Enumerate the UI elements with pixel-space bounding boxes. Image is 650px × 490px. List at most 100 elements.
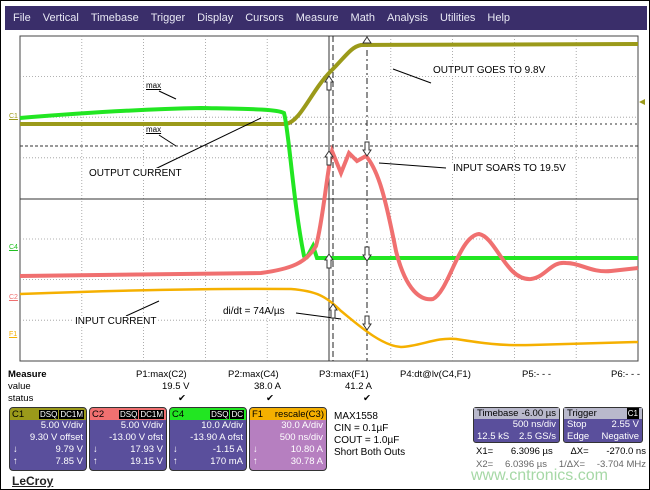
- c4-down-value: -1.15 A: [212, 444, 243, 455]
- menu-help[interactable]: Help: [487, 12, 511, 24]
- trigger-panel[interactable]: Trigger C1 Stop 2.55 V Edge Negative: [563, 407, 643, 443]
- menu-file[interactable]: File: [13, 12, 31, 24]
- c2-down-value: 17.93 V: [130, 444, 163, 455]
- tag-dsq: DSQ: [118, 409, 139, 419]
- param-p6-name[interactable]: P6:- - -: [611, 369, 641, 380]
- max-label-c2: max: [146, 125, 162, 134]
- param-p1-status: ✔: [178, 393, 186, 404]
- menu-utilities[interactable]: Utilities: [439, 12, 476, 24]
- value-label: value: [8, 381, 31, 392]
- cursor-down-arrow-icon: [362, 141, 372, 157]
- trigger-slope: Negative: [601, 431, 640, 442]
- cursor-up-arrow-icon: [324, 253, 334, 269]
- channel-marker-c4[interactable]: C4: [9, 244, 18, 251]
- up-arrow-icon: ↑: [13, 456, 18, 467]
- tag-coupling: DC1M: [59, 409, 84, 419]
- measure-table: Measure P1:max(C2) P2:max(C4) P3:max(F1)…: [8, 369, 648, 405]
- c1-vdiv: 5.00 V/div: [40, 420, 83, 431]
- annotation-leader-output: [392, 68, 432, 84]
- c4-offset: -13.90 A ofst: [190, 432, 243, 443]
- channel-c4-id: C4: [172, 408, 185, 420]
- menu-math[interactable]: Math: [350, 12, 375, 24]
- annotation-output-current: OUTPUT CURRENT: [87, 168, 184, 179]
- cursor-up-arrow-icon: [324, 75, 334, 91]
- max-label-c1: max: [146, 81, 162, 90]
- dx-label: ΔX=: [570, 446, 589, 457]
- trace-c1-output-voltage: [20, 42, 639, 126]
- channel-marker-f1[interactable]: F1: [9, 331, 18, 338]
- up-arrow-icon: ↑: [173, 456, 178, 467]
- annotation-input-current: INPUT CURRENT: [73, 316, 159, 327]
- annotation-leader-output-current: [150, 117, 262, 172]
- param-p2-status: ✔: [266, 393, 274, 404]
- x1-value: 6.3096 µs: [510, 446, 553, 457]
- channel-c4-panel[interactable]: C4 DSQ DC 10.0 A/div -13.90 A ofst ↓ -1.15 …: [169, 407, 247, 471]
- f1-function: rescale(C3): [274, 408, 324, 420]
- lecroy-logo: LeCroy: [12, 474, 54, 488]
- param-p2-name[interactable]: P2:max(C4): [228, 369, 279, 380]
- trigger-level-arrow-icon[interactable]: [639, 99, 645, 105]
- trace-c2-input-voltage: [19, 144, 639, 302]
- menu-timebase[interactable]: Timebase: [90, 12, 139, 24]
- menu-bar: File Vertical Timebase Trigger Display C…: [5, 6, 647, 30]
- param-p5-name[interactable]: P5:- - -: [522, 369, 552, 380]
- annotation-leader-input-current: [125, 300, 160, 317]
- channel-marker-c2[interactable]: C2: [9, 294, 18, 301]
- param-p3-value: 41.2 A: [345, 381, 372, 392]
- channel-c2-id: C2: [92, 408, 105, 420]
- status-label: status: [8, 393, 34, 404]
- cursor-up-arrow-icon: [324, 150, 334, 166]
- down-arrow-icon: ↓: [173, 444, 178, 455]
- cursor-markers: [324, 36, 372, 331]
- timebase-tdiv: 500 ns/div: [512, 419, 556, 430]
- menu-display[interactable]: Display: [197, 12, 234, 24]
- param-p3-status: ✔: [363, 393, 371, 404]
- timebase-rate: 2.5 GS/s: [519, 431, 556, 442]
- timebase-delay: -6.00 µs: [521, 408, 556, 419]
- menu-vertical[interactable]: Vertical: [42, 12, 79, 24]
- menu-cursors[interactable]: Cursors: [245, 12, 284, 24]
- part-number: MAX1558: [334, 411, 378, 422]
- cout-note: COUT = 1.0µF: [334, 435, 400, 446]
- channel-marker-c1[interactable]: C1: [9, 113, 18, 120]
- annotation-leader-input-soars: [378, 162, 447, 169]
- c2-up-value: 19.15 V: [130, 456, 163, 467]
- annotation-input-soars: INPUT SOARS TO 19.5V: [451, 163, 568, 174]
- f1-tdiv: 500 ns/div: [279, 432, 323, 443]
- timebase-label: Timebase: [477, 408, 519, 419]
- down-arrow-icon: ↓: [253, 444, 258, 455]
- timebase-panel[interactable]: Timebase -6.00 µs 500 ns/div 12.5 kS 2.5 G…: [473, 407, 560, 443]
- inv-dx-label: 1/ΔX=: [558, 459, 585, 470]
- test-info: MAX1558 CIN = 0.1µF COUT = 1.0µF Short B…: [334, 411, 405, 459]
- channel-f1-panel[interactable]: F1 rescale(C3) 30.0 A/div 500 ns/div ↓ 10.…: [249, 407, 327, 471]
- cursor-down-arrow-icon: [362, 246, 372, 262]
- trigger-label: Trigger: [567, 408, 597, 419]
- dx-value: -270.0 ns: [606, 446, 646, 457]
- annotation-didt: di/dt = 74A/µs: [221, 306, 287, 317]
- c1-offset: 9.30 V offset: [29, 432, 83, 443]
- param-p4-name[interactable]: P4:dt@lv(C4,F1): [400, 369, 471, 380]
- channel-c1-panel[interactable]: C1 DSQ DC1M 5.00 V/div 9.30 V offset ↓ 9.79…: [9, 407, 87, 471]
- param-p3-name[interactable]: P3:max(F1): [319, 369, 369, 380]
- max-leader-c1: [158, 90, 177, 100]
- param-p1-name[interactable]: P1:max(C2): [136, 369, 187, 380]
- cursor-up-arrow-icon: [328, 303, 338, 319]
- f1-up-value: 30.78 A: [290, 456, 323, 467]
- c2-vdiv: 5.00 V/div: [120, 420, 163, 431]
- inv-dx-value: -3.704 MHz: [596, 459, 646, 470]
- test-note: Short Both Outs: [334, 447, 406, 458]
- tag-dsq: DSQ: [38, 409, 59, 419]
- menu-trigger[interactable]: Trigger: [150, 12, 186, 24]
- channel-c2-panel[interactable]: C2 DSQ DC1M 5.00 V/div -13.00 V ofst ↓ 17.9…: [89, 407, 167, 471]
- down-arrow-icon: ↓: [13, 444, 18, 455]
- timebase-samples: 12.5 kS: [477, 431, 510, 442]
- menu-measure[interactable]: Measure: [295, 12, 339, 24]
- waveform-grid[interactable]: [1, 32, 650, 367]
- tag-coupling: DC1M: [139, 409, 164, 419]
- f1-down-value: 10.80 A: [290, 444, 323, 455]
- x2-value: 6.0396 µs: [505, 459, 547, 470]
- trigger-type: Edge: [567, 431, 590, 442]
- cursor-down-arrow-icon: [362, 36, 372, 44]
- param-p2-value: 38.0 A: [254, 381, 281, 392]
- menu-analysis[interactable]: Analysis: [387, 12, 428, 24]
